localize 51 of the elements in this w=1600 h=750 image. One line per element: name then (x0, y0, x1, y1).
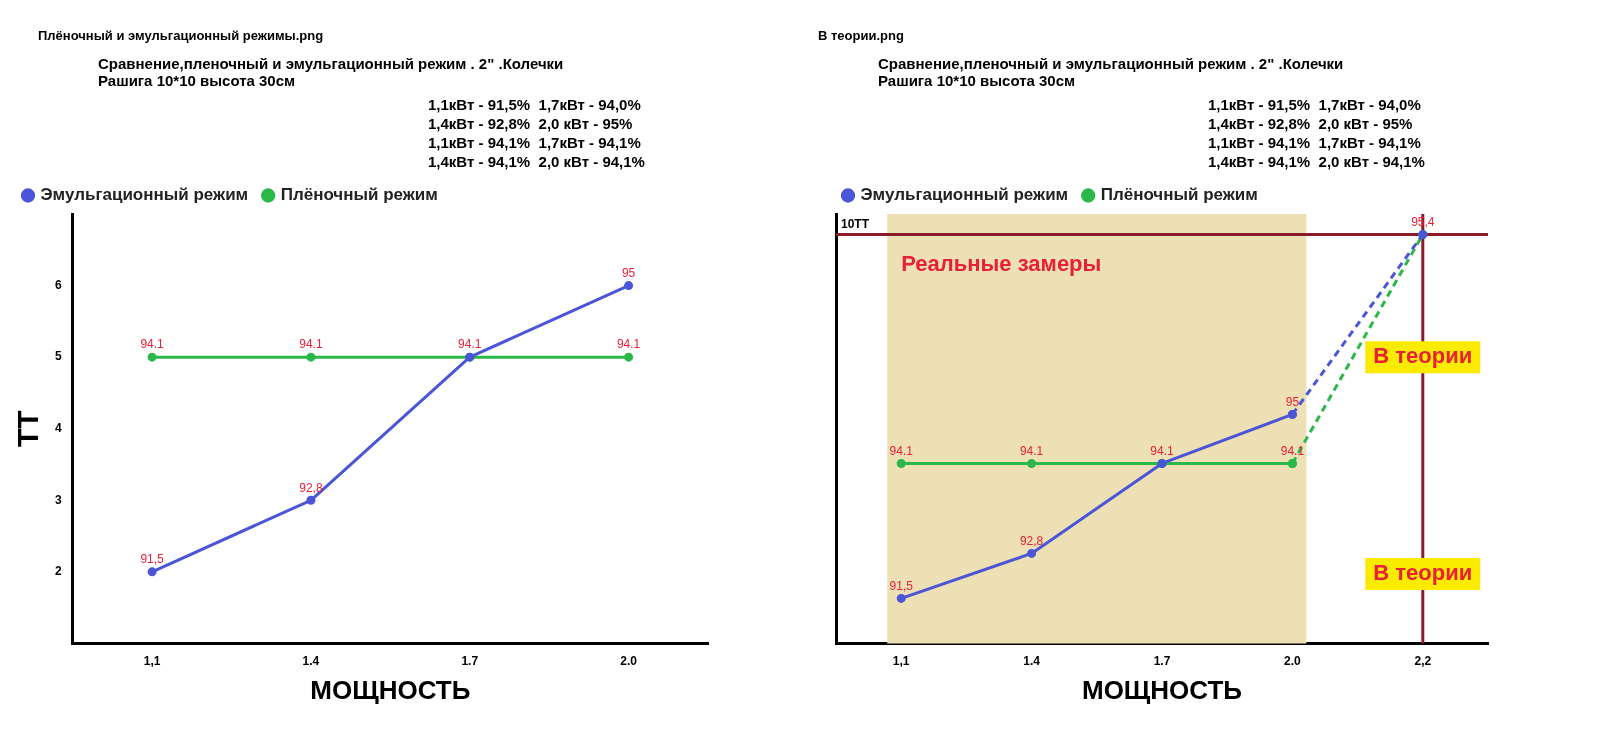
legend-label: Плёночный режим (280, 185, 438, 205)
x-tick-label: 1.4 (1023, 653, 1041, 668)
text: 1,1кВт - 94,1% 1,7кВт - 94,1% (1208, 133, 1422, 152)
x-tick-label: 1,1 (892, 653, 910, 668)
y-tick-label: 5 (54, 349, 62, 364)
annotation: 94.1 (1280, 443, 1305, 458)
text: 1,4кВт - 92,8% 2,0 кВт - 95% (1208, 114, 1414, 133)
annotation: 94.1 (1019, 443, 1044, 458)
y-tick-label: 4 (54, 421, 62, 436)
chart-subtitle: Сравнение,пленочный и эмульгационный режим . 2" .Колечки Рашига 10*10 высота 30см (878, 55, 1345, 89)
legend-label: Эмульгационный режим (40, 185, 249, 205)
annotation: 92,8 (299, 480, 323, 495)
annotation: 92,8 (1019, 533, 1044, 548)
chart-subtitle: Сравнение,пленочный и эмульгационный режим . 2" .Колечки Рашига 10*10 высота 30см (98, 55, 565, 89)
y-tick-label: 3 (54, 492, 62, 507)
chart-title: В теории.png (818, 28, 905, 43)
annotation: В теории (1373, 343, 1473, 369)
x-tick-label: 1.7 (461, 653, 479, 668)
legend-label: Плёночный режим (1100, 185, 1258, 205)
annotation: 94.1 (140, 337, 165, 352)
text: 1,1кВт - 91,5% 1,7кВт - 94,0% (428, 95, 642, 114)
x-tick-label: 1.4 (302, 653, 320, 668)
x-axis-title: МОЩНОСТЬ (310, 674, 471, 705)
x-tick-label: 2.0 (1284, 653, 1302, 668)
x-tick-label: 2.0 (620, 653, 638, 668)
text: 1,1кВт - 94,1% 1,7кВт - 94,1% (428, 133, 642, 152)
annotation: 94.1 (889, 443, 914, 458)
text: 1,1кВт - 91,5% 1,7кВт - 94,0% (1208, 95, 1422, 114)
annotation: 95 (621, 265, 636, 280)
x-tick-label: 2,2 (1414, 653, 1432, 668)
annotation: 91,5 (889, 578, 914, 593)
annotation: 94.1 (616, 337, 641, 352)
legend-label: Эмульгационный режим (860, 185, 1069, 205)
y-tick-label: 2 (54, 564, 62, 579)
x-axis-title: МОЩНОСТЬ (1081, 674, 1243, 705)
x-tick-label: 1.7 (1153, 653, 1171, 668)
text: 1,4кВт - 92,8% 2,0 кВт - 95% (428, 114, 634, 133)
annotation: 91,5 (140, 552, 165, 567)
band-label: Реальные замеры (901, 251, 1102, 277)
annotation: 94.1 (1150, 443, 1174, 458)
y-tick-label: 6 (54, 277, 62, 292)
annotation: 94.1 (458, 337, 482, 352)
text: 1,4кВт - 94,1% 2,0 кВт - 94,1% (428, 152, 646, 171)
y-axis-title: ТТ (11, 410, 45, 448)
ref-line-label: 10ТТ (841, 216, 870, 231)
annotation: В теории (1373, 559, 1473, 585)
annotation: 94.1 (299, 337, 323, 352)
text: 1,4кВт - 94,1% 2,0 кВт - 94,1% (1208, 152, 1426, 171)
x-tick-label: 1,1 (143, 653, 161, 668)
annotation: 95 (1285, 394, 1300, 409)
chart-title: Плёночный и эмульгационный режимы.png (38, 28, 325, 43)
